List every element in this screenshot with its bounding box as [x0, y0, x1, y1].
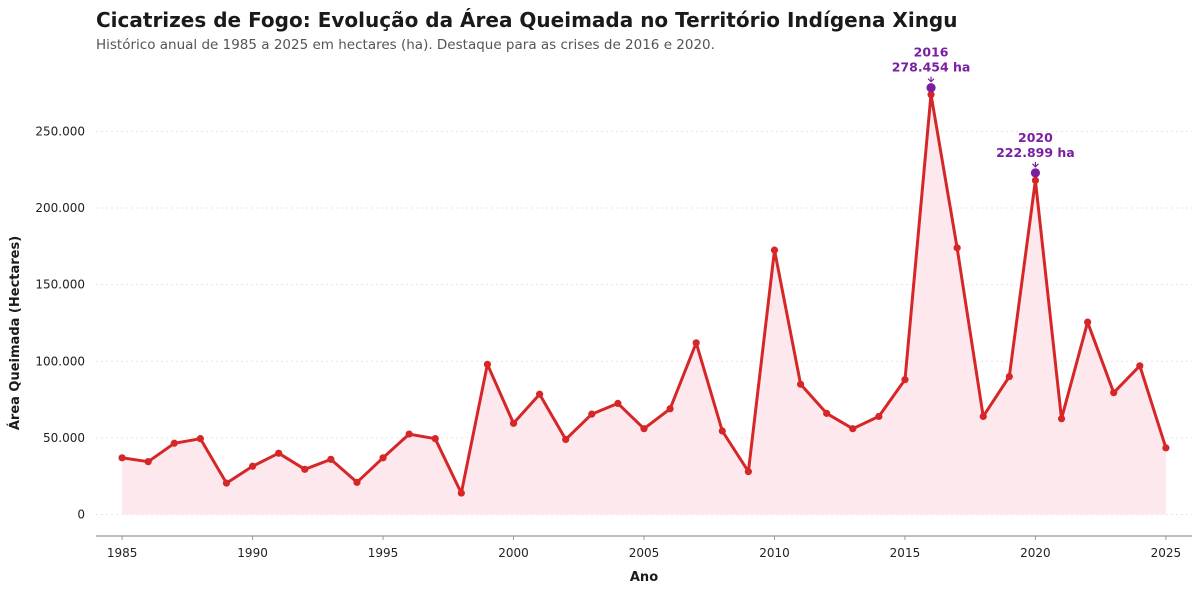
x-tick-label: 2005: [629, 546, 660, 560]
data-point: [849, 425, 857, 433]
data-point: [1084, 318, 1092, 326]
data-point: [927, 90, 935, 99]
data-point: [614, 399, 622, 408]
data-point: [536, 390, 544, 398]
x-tick-label: 1995: [368, 546, 399, 560]
data-point: [823, 409, 831, 417]
data-point: [457, 489, 465, 497]
data-point: [353, 478, 361, 486]
highlight-value-label: 278.454 ha: [892, 60, 971, 75]
y-tick-label: 250.000: [35, 124, 85, 138]
data-point: [1031, 176, 1040, 184]
highlight-point: [926, 83, 936, 93]
y-tick-label: 0: [77, 508, 85, 522]
chart-title: Cicatrizes de Fogo: Evolução da Área Que…: [96, 8, 958, 32]
highlight-arrow: [927, 76, 935, 83]
data-point: [483, 360, 492, 368]
area-fill: [122, 94, 1166, 515]
data-point: [1162, 444, 1170, 452]
data-point: [301, 465, 309, 473]
data-point: [1005, 372, 1013, 381]
data-point: [875, 412, 883, 421]
data-point: [144, 458, 152, 466]
chart-subtitle: Histórico anual de 1985 a 2025 em hectar…: [96, 37, 715, 53]
data-point: [118, 454, 126, 462]
data-point: [770, 246, 779, 254]
data-point: [796, 380, 805, 388]
data-point: [196, 435, 204, 443]
data-point: [170, 439, 178, 447]
data-point: [405, 430, 413, 438]
data-point: [953, 244, 961, 252]
data-point: [692, 339, 700, 347]
highlight-point: [1030, 168, 1041, 178]
data-point: [1110, 389, 1118, 397]
data-point: [275, 449, 283, 457]
data-point: [562, 435, 570, 444]
y-tick-label: 150.000: [35, 278, 85, 292]
data-point: [588, 410, 596, 418]
data-point: [640, 425, 648, 433]
highlight-year-label: 2020: [1018, 130, 1053, 145]
highlight-value-label: 222.899 ha: [996, 145, 1075, 160]
x-tick-label: 2015: [890, 546, 921, 560]
y-tick-label: 50.000: [43, 431, 85, 445]
area-fill-layer: [122, 94, 1166, 515]
y-axis-label: Área Queimada (Hectares): [7, 236, 23, 430]
data-point: [379, 454, 387, 462]
data-point: [744, 468, 752, 476]
x-tick-label: 1990: [237, 546, 268, 560]
data-point: [718, 427, 726, 435]
data-point: [666, 405, 674, 413]
data-point: [1136, 362, 1144, 370]
data-points-layer: [118, 90, 1170, 497]
data-point: [431, 435, 439, 443]
data-point: [509, 419, 518, 427]
y-axis-ticks: 0 50.000 100.000 150.000 200.000 250.000: [35, 124, 85, 521]
highlight-arrow: [1032, 161, 1039, 168]
data-point: [901, 376, 909, 384]
x-tick-label: 2020: [1020, 546, 1051, 560]
y-tick-label: 100.000: [35, 354, 85, 368]
x-axis-label: Ano: [630, 570, 658, 585]
highlight-year-label: 2016: [914, 45, 949, 60]
x-tick-label: 2010: [759, 546, 790, 560]
data-point: [327, 455, 335, 463]
x-axis-ticks: 1985 1990 1995 2000 2005 2010 2015 2020 2025: [107, 536, 1181, 560]
x-tick-label: 2025: [1151, 546, 1182, 560]
data-point: [979, 412, 987, 421]
data-point: [1057, 415, 1066, 423]
x-tick-label: 1985: [107, 546, 138, 560]
x-tick-label: 2000: [498, 546, 529, 560]
data-point: [222, 479, 231, 487]
data-point: [248, 462, 257, 470]
y-tick-label: 200.000: [35, 201, 85, 215]
